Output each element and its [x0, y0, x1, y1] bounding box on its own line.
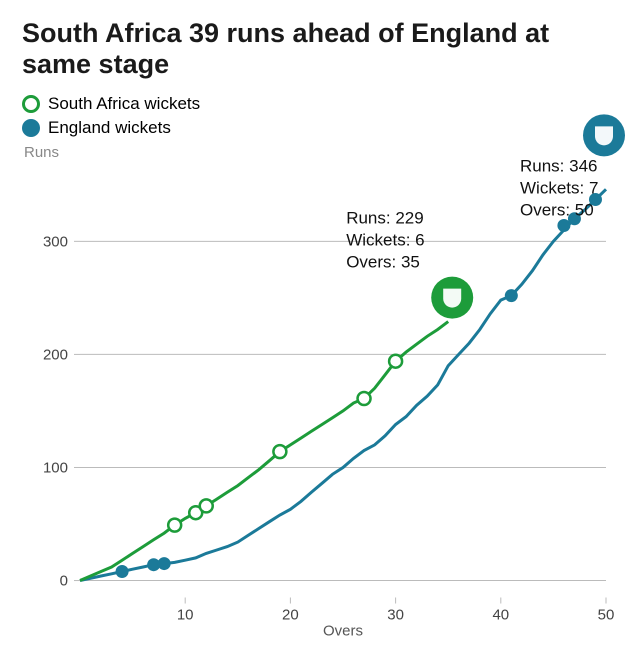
- wicket-marker-eng: [505, 289, 518, 302]
- callout-sa-line: Runs: 229: [346, 209, 424, 228]
- legend-marker-sa: [22, 95, 40, 113]
- team-badge-sa: [431, 277, 473, 319]
- svg-text:10: 10: [177, 607, 194, 624]
- callout-eng: Runs: 346 Wickets: 7 Overs: 50: [520, 156, 598, 219]
- x-tick-labels: 10 20 30 40 50: [177, 607, 614, 624]
- callout-eng-line: Wickets: 7: [520, 178, 598, 197]
- svg-text:20: 20: [282, 607, 299, 624]
- callout-eng-line: Overs: 50: [520, 200, 594, 219]
- svg-text:50: 50: [598, 607, 615, 624]
- wicket-markers: [116, 193, 602, 578]
- legend-marker-eng: [22, 119, 40, 137]
- wicket-marker-eng: [158, 557, 171, 570]
- callout-sa-line: Wickets: 6: [346, 231, 424, 250]
- svg-text:100: 100: [43, 460, 68, 477]
- y-gridlines: [74, 241, 606, 603]
- series-line-england: [80, 189, 606, 580]
- legend-item-eng: England wickets: [22, 118, 618, 138]
- legend: South Africa wickets England wickets: [22, 94, 618, 138]
- wicket-marker-sa: [389, 355, 402, 368]
- wicket-marker-sa: [200, 500, 213, 513]
- wicket-marker-sa: [273, 445, 286, 458]
- callout-sa-line: Overs: 35: [346, 253, 420, 272]
- wicket-marker-sa: [358, 392, 371, 405]
- svg-text:30: 30: [387, 607, 404, 624]
- legend-item-sa: South Africa wickets: [22, 94, 618, 114]
- callout-sa: Runs: 229 Wickets: 6 Overs: 35: [346, 209, 424, 272]
- x-axis-label: Overs: [323, 623, 363, 640]
- y-tick-labels: 0 100 200 300: [43, 233, 68, 589]
- legend-label-sa: South Africa wickets: [48, 94, 200, 114]
- chart-title: South Africa 39 runs ahead of England at…: [22, 18, 618, 80]
- svg-text:200: 200: [43, 347, 68, 364]
- wicket-marker-sa: [168, 519, 181, 532]
- svg-text:0: 0: [60, 573, 68, 590]
- svg-text:40: 40: [492, 607, 509, 624]
- chart-svg: 0 100 200 300 10 20 30 40 50 Overs Runs: 229 Wicket…: [22, 165, 618, 640]
- chart-area: 0 100 200 300 10 20 30 40 50 Overs Runs: 229 Wicket…: [22, 165, 618, 640]
- callout-eng-line: Runs: 346: [520, 156, 598, 175]
- legend-label-eng: England wickets: [48, 118, 171, 138]
- wicket-marker-eng: [116, 565, 129, 578]
- team-badge-eng: [583, 114, 625, 156]
- svg-text:300: 300: [43, 233, 68, 250]
